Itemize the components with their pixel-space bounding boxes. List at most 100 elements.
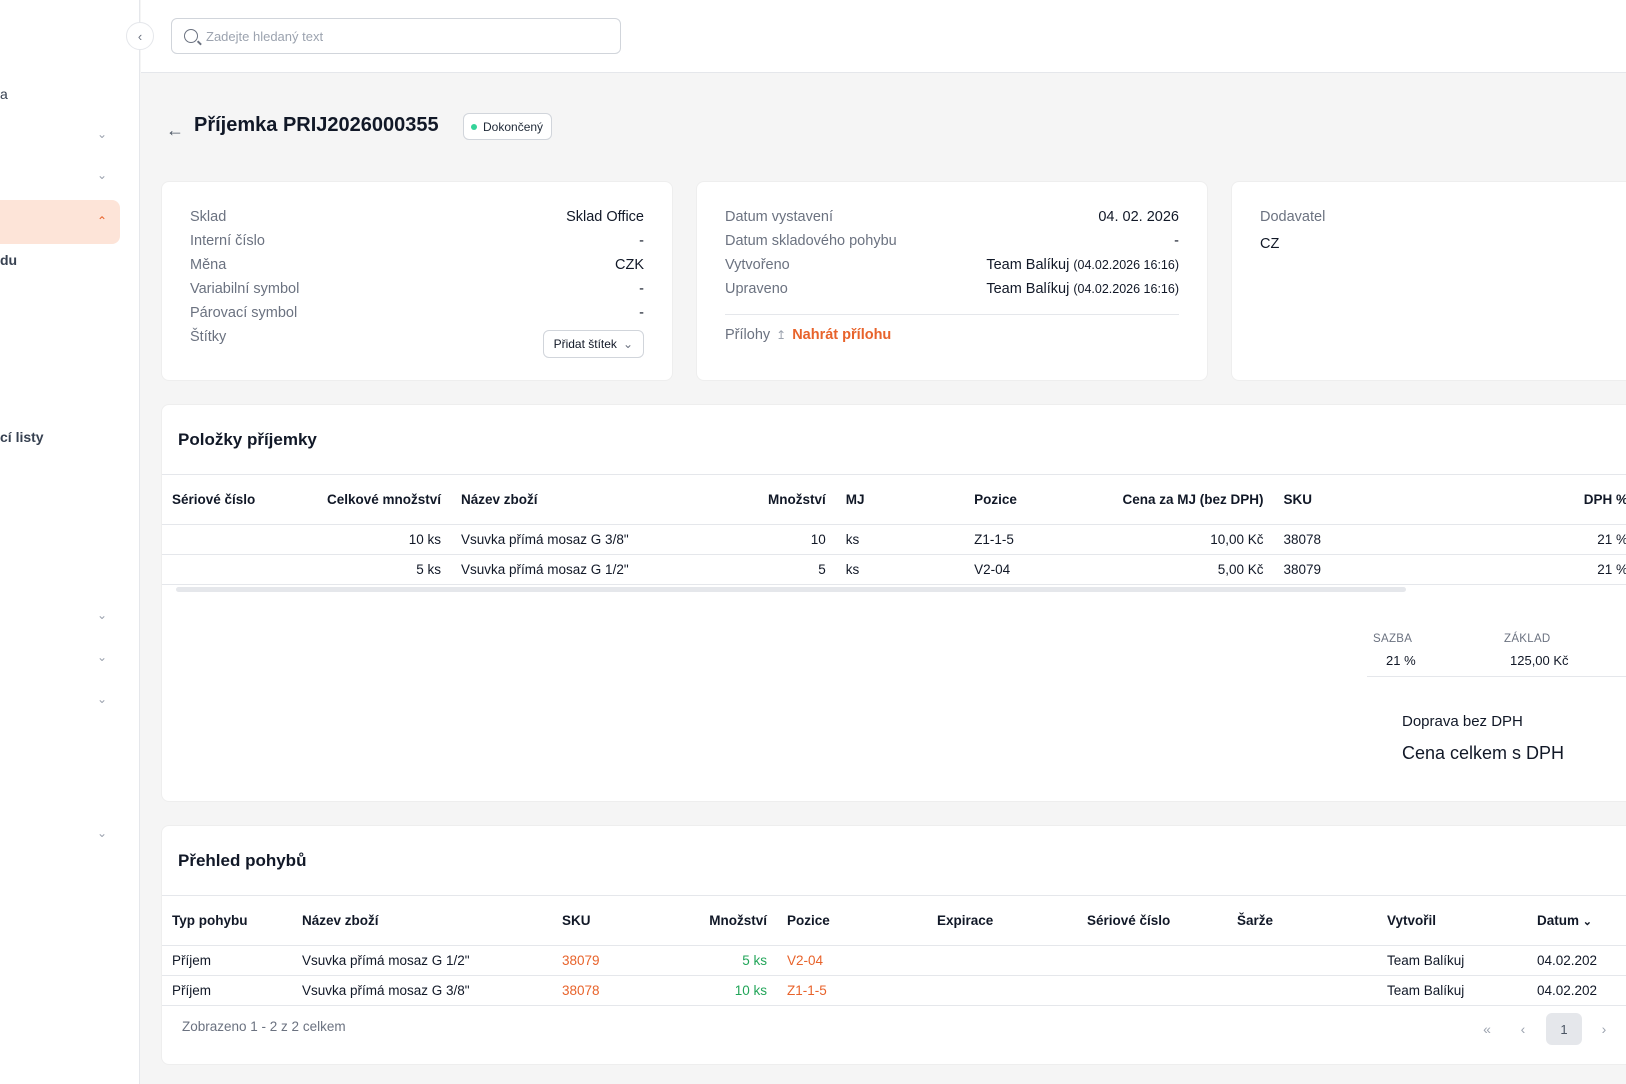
chevron-down-icon[interactable]: ⌄ xyxy=(96,127,108,141)
sku-link[interactable]: 38078 xyxy=(552,975,672,1006)
sidebar: a ⌄ ⌄ ⌃ du cí listy ⌄ ⌄ ⌄ ⌄ xyxy=(0,0,140,1084)
cell-position: Z1-1-5 xyxy=(964,524,1113,555)
cell-expiration xyxy=(927,975,1077,1006)
column-header[interactable]: MJ xyxy=(835,474,965,525)
column-header[interactable]: Název zboží xyxy=(451,474,742,525)
info-card-supplier: Dodavatel CZ xyxy=(1231,181,1626,381)
column-header[interactable]: Sériové číslo xyxy=(1077,895,1227,946)
column-header[interactable]: Celkové množství xyxy=(311,474,452,525)
cell-unit-price: 5,00 Kč xyxy=(1112,554,1274,585)
column-header[interactable]: Pozice xyxy=(964,474,1113,525)
pagination-summary: Zobrazeno 1 - 2 z 2 celkem xyxy=(182,1019,346,1034)
column-header[interactable]: Šarže xyxy=(1227,895,1377,946)
column-header[interactable]: Typ pohybu xyxy=(162,895,292,946)
column-header-sortable[interactable]: Datum ⌄ xyxy=(1527,895,1626,946)
cell-qty: 5 ks xyxy=(672,945,777,976)
next-page-button[interactable]: › xyxy=(1601,1021,1607,1037)
info-label: Sklad xyxy=(190,209,227,225)
cell-date: 04.02.202 xyxy=(1527,945,1626,976)
position-link[interactable]: Z1-1-5 xyxy=(777,975,927,1006)
cell-product-name: Vsuvka přímá mosaz G 1/2" xyxy=(451,554,742,585)
cell-serial xyxy=(162,524,312,555)
divider xyxy=(1367,676,1626,677)
prev-page-button[interactable]: ‹ xyxy=(1520,1021,1526,1037)
horizontal-scrollbar[interactable] xyxy=(176,587,1406,592)
upload-icon: ↥ xyxy=(776,328,787,342)
attachments-label: Přílohy xyxy=(725,327,771,343)
cell-created-by: Team Balíkuj xyxy=(1377,945,1527,976)
cell-product-name: Vsuvka přímá mosaz G 3/8" xyxy=(451,524,742,555)
info-row: Variabilní symbol - xyxy=(190,281,644,297)
chevron-down-icon[interactable]: ⌄ xyxy=(96,608,108,622)
info-row: Štítky xyxy=(190,329,644,345)
movements-table: Typ pohybu Název zboží SKU Množství Pozi… xyxy=(162,895,1626,1006)
shipping-label: Doprava bez DPH xyxy=(1402,713,1523,730)
sidebar-item-active[interactable] xyxy=(0,200,120,244)
add-tag-button[interactable]: Přidat štítek ⌄ xyxy=(542,330,644,358)
info-label: Párovací symbol xyxy=(190,305,298,321)
search-input[interactable] xyxy=(206,28,586,44)
chevron-down-icon[interactable]: ⌄ xyxy=(96,168,108,182)
info-value: Team Balíkuj xyxy=(986,281,1070,297)
column-header[interactable]: Sériové číslo xyxy=(162,474,312,525)
chevron-down-icon[interactable]: ⌄ xyxy=(96,692,108,706)
divider xyxy=(725,314,1179,315)
info-row: Datum skladového pohybu - xyxy=(725,233,1179,249)
cell-created-by: Team Balíkuj xyxy=(1377,975,1527,1006)
cell-expiration xyxy=(927,945,1077,976)
table-row[interactable]: Příjem Vsuvka přímá mosaz G 1/2" 38079 5… xyxy=(162,945,1626,976)
table-row[interactable]: Příjem Vsuvka přímá mosaz G 3/8" 38078 1… xyxy=(162,975,1626,1006)
cell-type: Příjem xyxy=(162,945,292,976)
cell-unit-price: 10,00 Kč xyxy=(1112,524,1274,555)
column-header[interactable]: Množství xyxy=(741,474,836,525)
info-value: 04. 02. 2026 xyxy=(1098,209,1179,225)
info-label: Interní číslo xyxy=(190,233,265,249)
sku-link[interactable]: 38079 xyxy=(552,945,672,976)
page-1-button[interactable]: 1 xyxy=(1546,1013,1582,1045)
sidebar-item-label[interactable]: a xyxy=(0,86,8,102)
column-header[interactable]: Název zboží xyxy=(292,895,552,946)
movements-section-title: Přehled pohybů xyxy=(178,851,307,870)
column-header-label: Datum xyxy=(1537,913,1580,928)
first-page-button[interactable]: « xyxy=(1483,1021,1491,1037)
sort-desc-icon: ⌄ xyxy=(1582,916,1592,928)
info-value: Team Balíkuj xyxy=(986,257,1070,273)
upload-attachment-link[interactable]: Nahrát přílohu xyxy=(792,327,892,343)
search-box[interactable] xyxy=(171,18,621,54)
column-header[interactable]: Vytvořil xyxy=(1377,895,1527,946)
cell-type: Příjem xyxy=(162,975,292,1006)
table-row[interactable]: 10 ks Vsuvka přímá mosaz G 3/8" 10 ks Z1… xyxy=(162,524,1626,555)
cell-vat: 21 % xyxy=(1539,554,1626,585)
back-arrow-icon[interactable]: ← xyxy=(166,120,184,140)
column-header[interactable]: DPH % xyxy=(1539,474,1626,525)
info-label: Štítky xyxy=(190,329,227,345)
info-label: Měna xyxy=(190,257,227,273)
page-title: Příjemka PRIJ2026000355 xyxy=(194,114,439,136)
sidebar-item-label[interactable]: du xyxy=(0,252,18,268)
status-label: Dokončený xyxy=(483,119,544,134)
info-label: Vytvořeno xyxy=(725,257,790,273)
items-card: Položky příjemky Sériové číslo Celkové m… xyxy=(161,404,1626,802)
column-header[interactable]: Množství xyxy=(672,895,777,946)
info-row: Měna CZK xyxy=(190,257,644,273)
info-row: Párovací symbol - xyxy=(190,305,644,321)
cell-total-qty: 5 ks xyxy=(311,554,452,585)
column-header[interactable]: Pozice xyxy=(777,895,927,946)
column-header[interactable]: SKU xyxy=(1273,474,1540,525)
cell-serial xyxy=(1077,975,1227,1006)
column-header[interactable]: Expirace xyxy=(927,895,1077,946)
chevron-down-icon[interactable]: ⌄ xyxy=(96,826,108,840)
sidebar-item-label[interactable]: cí listy xyxy=(0,429,44,445)
cell-unit: ks xyxy=(835,554,965,585)
vat-rate-value: 21 % xyxy=(1386,653,1416,668)
table-row[interactable]: 5 ks Vsuvka přímá mosaz G 1/2" 5 ks V2-0… xyxy=(162,554,1626,585)
cell-batch xyxy=(1227,945,1377,976)
column-header[interactable]: SKU xyxy=(552,895,672,946)
collapse-sidebar-button[interactable]: ‹ xyxy=(126,22,154,50)
cell-sku: 38079 xyxy=(1273,554,1540,585)
position-link[interactable]: V2-04 xyxy=(777,945,927,976)
column-header[interactable]: Cena za MJ (bez DPH) xyxy=(1112,474,1274,525)
info-value: - xyxy=(639,281,644,297)
chevron-up-icon[interactable]: ⌃ xyxy=(96,214,108,228)
chevron-down-icon[interactable]: ⌄ xyxy=(96,650,108,664)
